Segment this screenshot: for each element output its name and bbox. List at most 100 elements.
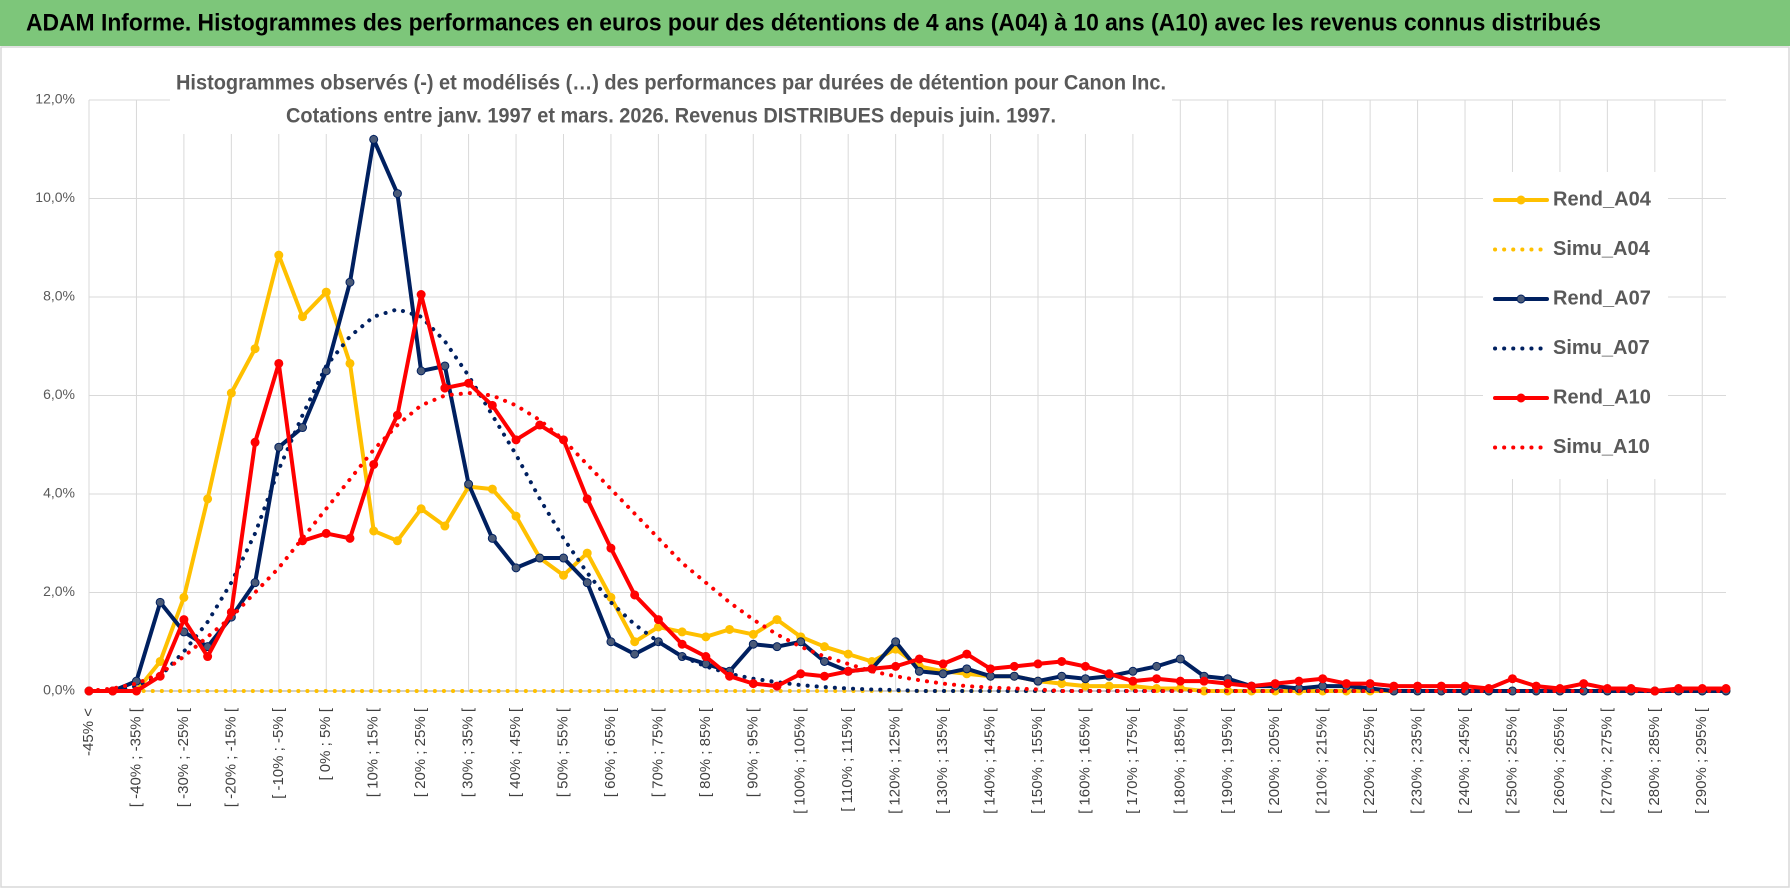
legend-marker bbox=[1516, 393, 1526, 403]
x-tick-label: [ 120% ; 125% [ bbox=[887, 707, 904, 814]
data-point bbox=[203, 652, 213, 662]
legend-label: Simu_A10 bbox=[1553, 436, 1650, 458]
x-tick-label: [ -40% ; -35% [ bbox=[127, 707, 144, 807]
data-point bbox=[179, 615, 189, 625]
data-point bbox=[1009, 671, 1019, 681]
legend-label: Simu_A07 bbox=[1553, 337, 1650, 359]
legend-label: Simu_A04 bbox=[1553, 238, 1651, 260]
y-tick-label: 12,0% bbox=[35, 91, 75, 107]
data-point bbox=[1721, 684, 1731, 694]
data-point bbox=[1128, 676, 1138, 686]
data-point bbox=[416, 504, 426, 514]
chart-frame bbox=[0, 46, 1790, 888]
data-point bbox=[558, 570, 568, 580]
data-point bbox=[345, 533, 355, 543]
legend-marker bbox=[1516, 195, 1526, 205]
data-point bbox=[1507, 674, 1517, 684]
data-point bbox=[131, 686, 141, 696]
y-tick-label: 8,0% bbox=[43, 288, 75, 304]
data-point bbox=[748, 639, 758, 649]
data-point bbox=[606, 637, 616, 647]
data-point bbox=[677, 639, 687, 649]
data-point bbox=[606, 543, 616, 553]
data-point bbox=[298, 312, 308, 322]
data-point bbox=[1057, 656, 1067, 666]
plot-area: 0,0% 2,0% 4,0% 6,0% 8,0% 10,0% 12,0% -45% < [ -4… bbox=[35, 66, 1731, 814]
data-point bbox=[986, 671, 996, 681]
header-bar bbox=[0, 0, 1790, 46]
data-point bbox=[772, 642, 782, 652]
legend-label: Rend_A04 bbox=[1553, 188, 1652, 210]
data-point bbox=[748, 679, 758, 689]
data-point bbox=[440, 361, 450, 371]
data-point bbox=[1080, 661, 1090, 671]
data-point bbox=[345, 358, 355, 368]
x-tick-label: [ 130% ; 135% [ bbox=[934, 707, 951, 814]
x-tick-label: [ 90% ; 95% [ bbox=[744, 707, 761, 797]
data-point bbox=[653, 615, 663, 625]
data-point bbox=[582, 548, 592, 558]
data-point bbox=[1009, 661, 1019, 671]
data-point bbox=[179, 592, 189, 602]
data-point bbox=[914, 666, 924, 676]
data-point bbox=[440, 383, 450, 393]
x-tick-label: [ 80% ; 85% [ bbox=[697, 707, 714, 797]
x-tick-label: [ 220% ; 225% [ bbox=[1361, 707, 1378, 814]
data-point bbox=[819, 656, 829, 666]
chart-subtitle: Cotations entre janv. 1997 et mars. 2026… bbox=[286, 105, 1056, 128]
data-point bbox=[511, 435, 521, 445]
x-tick-label: [ 160% ; 165% [ bbox=[1076, 707, 1093, 814]
data-point bbox=[748, 629, 758, 639]
x-tick-label: [ 10% ; 15% [ bbox=[365, 707, 382, 797]
data-point bbox=[582, 578, 592, 588]
chart-subtitle: Histogrammes observés (-) et modélisés (… bbox=[176, 72, 1166, 95]
data-point bbox=[464, 479, 474, 489]
data-point bbox=[226, 388, 236, 398]
data-point bbox=[843, 649, 853, 659]
legend-box bbox=[1483, 172, 1668, 479]
x-tick-label: [ 170% ; 175% [ bbox=[1124, 707, 1141, 814]
subtitle-backing bbox=[170, 66, 1172, 134]
data-point bbox=[1460, 681, 1470, 691]
data-point bbox=[274, 358, 284, 368]
data-point bbox=[274, 250, 284, 260]
x-tick-label: [ 140% ; 145% [ bbox=[982, 707, 999, 814]
x-tick-label: [ 210% ; 215% [ bbox=[1314, 707, 1331, 814]
data-point bbox=[938, 669, 948, 679]
data-point bbox=[1104, 669, 1114, 679]
data-point bbox=[392, 536, 402, 546]
data-point bbox=[1341, 679, 1351, 689]
data-point bbox=[796, 637, 806, 647]
data-point bbox=[819, 671, 829, 681]
data-point bbox=[986, 664, 996, 674]
x-tick-label: [ 240% ; 245% [ bbox=[1456, 707, 1473, 814]
data-line bbox=[87, 253, 1728, 693]
data-point bbox=[155, 656, 165, 666]
model-line bbox=[87, 391, 1728, 693]
data-point bbox=[369, 459, 379, 469]
data-point bbox=[487, 533, 497, 543]
data-point bbox=[416, 290, 426, 300]
data-point bbox=[369, 526, 379, 536]
data-point bbox=[1365, 679, 1375, 689]
x-tick-label: [ 180% ; 185% [ bbox=[1171, 707, 1188, 814]
data-point bbox=[250, 344, 260, 354]
data-point bbox=[1413, 681, 1423, 691]
data-point bbox=[464, 378, 474, 388]
data-line bbox=[87, 292, 1728, 693]
x-tick-label: [ 0% ; 5% [ bbox=[317, 707, 334, 780]
y-tick-label: 2,0% bbox=[43, 583, 75, 599]
data-point bbox=[392, 189, 402, 199]
data-point bbox=[155, 597, 165, 607]
x-tick-label: [ 40% ; 45% [ bbox=[507, 707, 524, 797]
data-point bbox=[582, 494, 592, 504]
y-tick-label: 10,0% bbox=[35, 189, 75, 205]
data-point bbox=[1579, 679, 1589, 689]
data-point bbox=[416, 366, 426, 376]
data-point bbox=[962, 649, 972, 659]
x-tick-label: -45% < bbox=[80, 708, 97, 756]
data-point bbox=[630, 590, 640, 600]
data-point bbox=[487, 400, 497, 410]
y-tick-label: 6,0% bbox=[43, 386, 75, 402]
data-point bbox=[226, 607, 236, 617]
